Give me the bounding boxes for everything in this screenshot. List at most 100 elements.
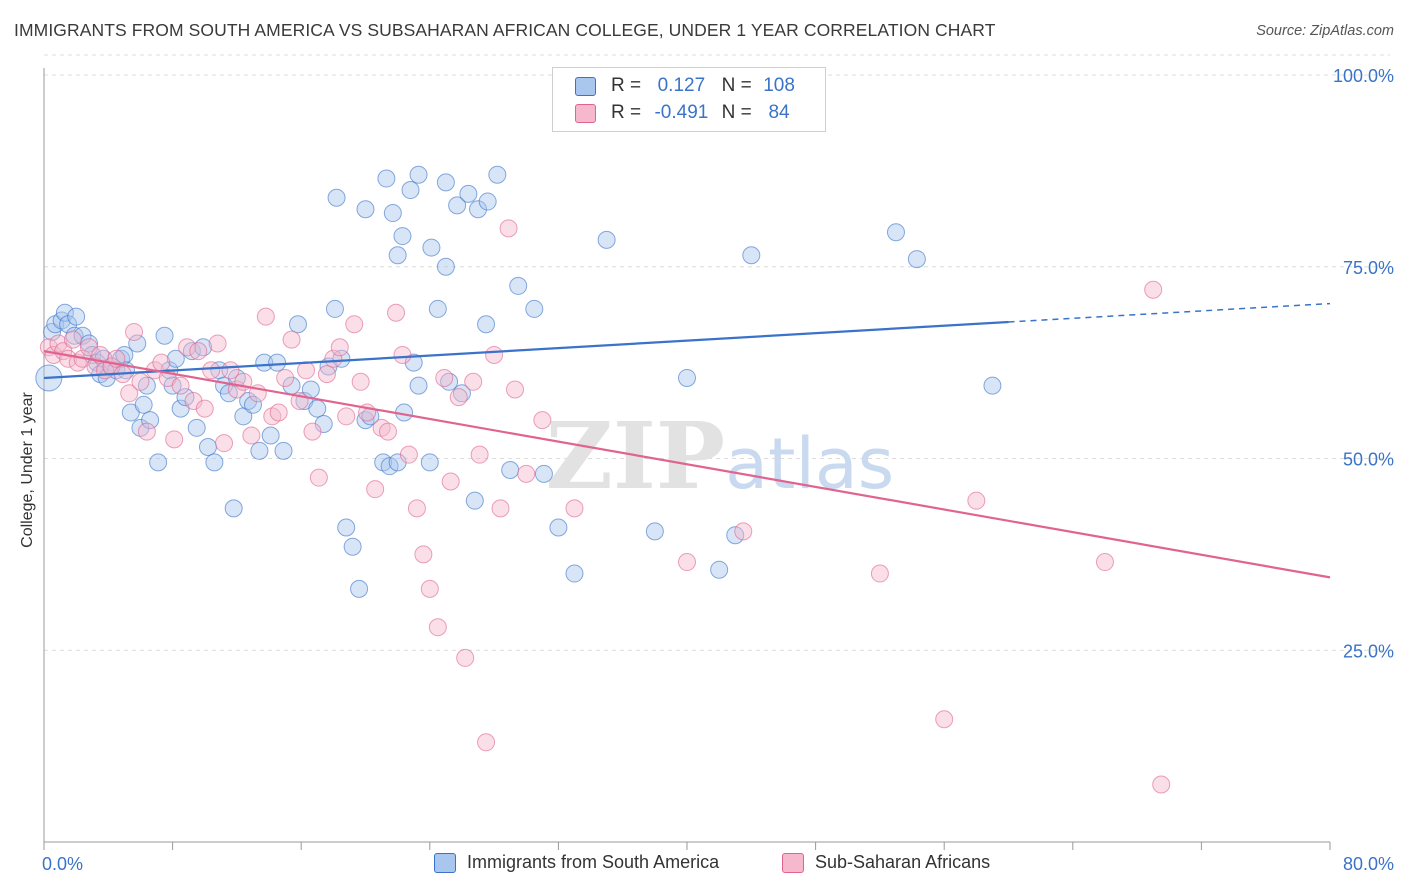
blue-point [469, 200, 488, 219]
blue-point [465, 491, 484, 510]
pink-point [366, 480, 385, 499]
pink-point [485, 345, 504, 364]
pink-point [435, 368, 454, 387]
y-tick-label: 100.0% [1333, 66, 1394, 86]
pink-point [171, 376, 190, 395]
blue-point [907, 250, 926, 269]
pink-point [470, 445, 489, 464]
pink-point [152, 353, 171, 372]
blue-point [198, 437, 217, 456]
pink-point [337, 407, 356, 426]
blue-point [983, 376, 1002, 395]
blue-point [549, 518, 568, 537]
blue-point [886, 223, 905, 242]
blue-point [422, 238, 441, 257]
pink-point [870, 564, 889, 583]
legend-swatch-blue [575, 77, 596, 96]
pink-point [407, 499, 426, 518]
pink-point [330, 338, 349, 357]
blue-point [436, 257, 455, 276]
blue-point [565, 564, 584, 583]
blue-point [534, 464, 553, 483]
pink-point [256, 307, 275, 326]
correlation-legend: R = 0.127 N = 108 R = -0.491 N = 84 [552, 67, 826, 132]
pink-point [242, 426, 261, 445]
pink-point [63, 330, 82, 349]
pink-point [477, 733, 496, 752]
pink-point [734, 522, 753, 541]
pink-trend-line [43, 350, 1331, 579]
legend-r-label: R = [611, 102, 642, 123]
blue-point [509, 276, 528, 295]
watermark: ZIPatlas [546, 402, 895, 510]
blue-point [128, 334, 147, 353]
blue-point [261, 426, 280, 445]
pink-point [967, 491, 986, 510]
pink-point [1144, 280, 1163, 299]
source-label: Source: ZipAtlas.com [1256, 23, 1394, 39]
blue-point [428, 299, 447, 318]
pink-point [505, 380, 524, 399]
blue-point [388, 246, 407, 265]
legend-n-value: 84 [768, 102, 790, 123]
pink-point [297, 361, 316, 380]
blue-point [327, 188, 346, 207]
pink-point [208, 334, 227, 353]
blue-point [401, 181, 420, 200]
blue-point [337, 518, 356, 537]
blue-point [597, 230, 616, 249]
blue-point [187, 418, 206, 437]
pink-point [428, 618, 447, 637]
blue-point [288, 315, 307, 334]
blue-point [459, 184, 478, 203]
blue-point [55, 303, 74, 322]
pink-point [379, 422, 398, 441]
blue-point [325, 299, 344, 318]
blue-point [255, 353, 274, 372]
pink-point [269, 403, 288, 422]
blue-point [155, 326, 174, 345]
legend-r-value: -0.491 [654, 102, 709, 123]
pink-point [1152, 775, 1171, 794]
legend-r-label: R = [611, 75, 642, 96]
legend-n-label: N = [721, 102, 752, 123]
blue-trend-extension [1008, 302, 1331, 323]
pink-point [456, 648, 475, 667]
pink-point [517, 464, 536, 483]
pink-point [499, 219, 518, 238]
blue-point [268, 353, 287, 372]
pink-point [491, 499, 510, 518]
blue-point [645, 522, 664, 541]
pink-point [215, 434, 234, 453]
y-tick-label: 25.0% [1343, 641, 1394, 661]
pink-point [131, 372, 150, 391]
blue-point [141, 411, 160, 430]
blue-point [67, 307, 86, 326]
blue-point [525, 299, 544, 318]
blue-point [149, 453, 168, 472]
legend-n-value: 108 [763, 75, 795, 96]
blue-point [243, 395, 262, 414]
x-tick-label: 80.0% [1343, 854, 1394, 874]
blue-point [742, 246, 761, 265]
pink-point [351, 372, 370, 391]
pink-point [533, 411, 552, 430]
pink-point [345, 315, 364, 334]
blue-point [409, 376, 428, 395]
bottom-legend-swatch-blue [434, 853, 456, 873]
blue-point [420, 453, 439, 472]
y-tick-label: 50.0% [1343, 450, 1394, 470]
blue-point [448, 196, 467, 215]
pink-point [125, 322, 144, 341]
pink-point [202, 361, 221, 380]
pink-point [678, 553, 696, 572]
chart-title: IMMIGRANTS FROM SOUTH AMERICA VS SUBSAHA… [14, 20, 996, 40]
pink-point [464, 372, 483, 391]
blue-point [409, 165, 428, 184]
blue-point [166, 349, 185, 368]
pink-point [276, 368, 295, 387]
blue-point [356, 200, 375, 219]
pink-point [1095, 553, 1114, 572]
legend-n-label: N = [721, 75, 752, 96]
